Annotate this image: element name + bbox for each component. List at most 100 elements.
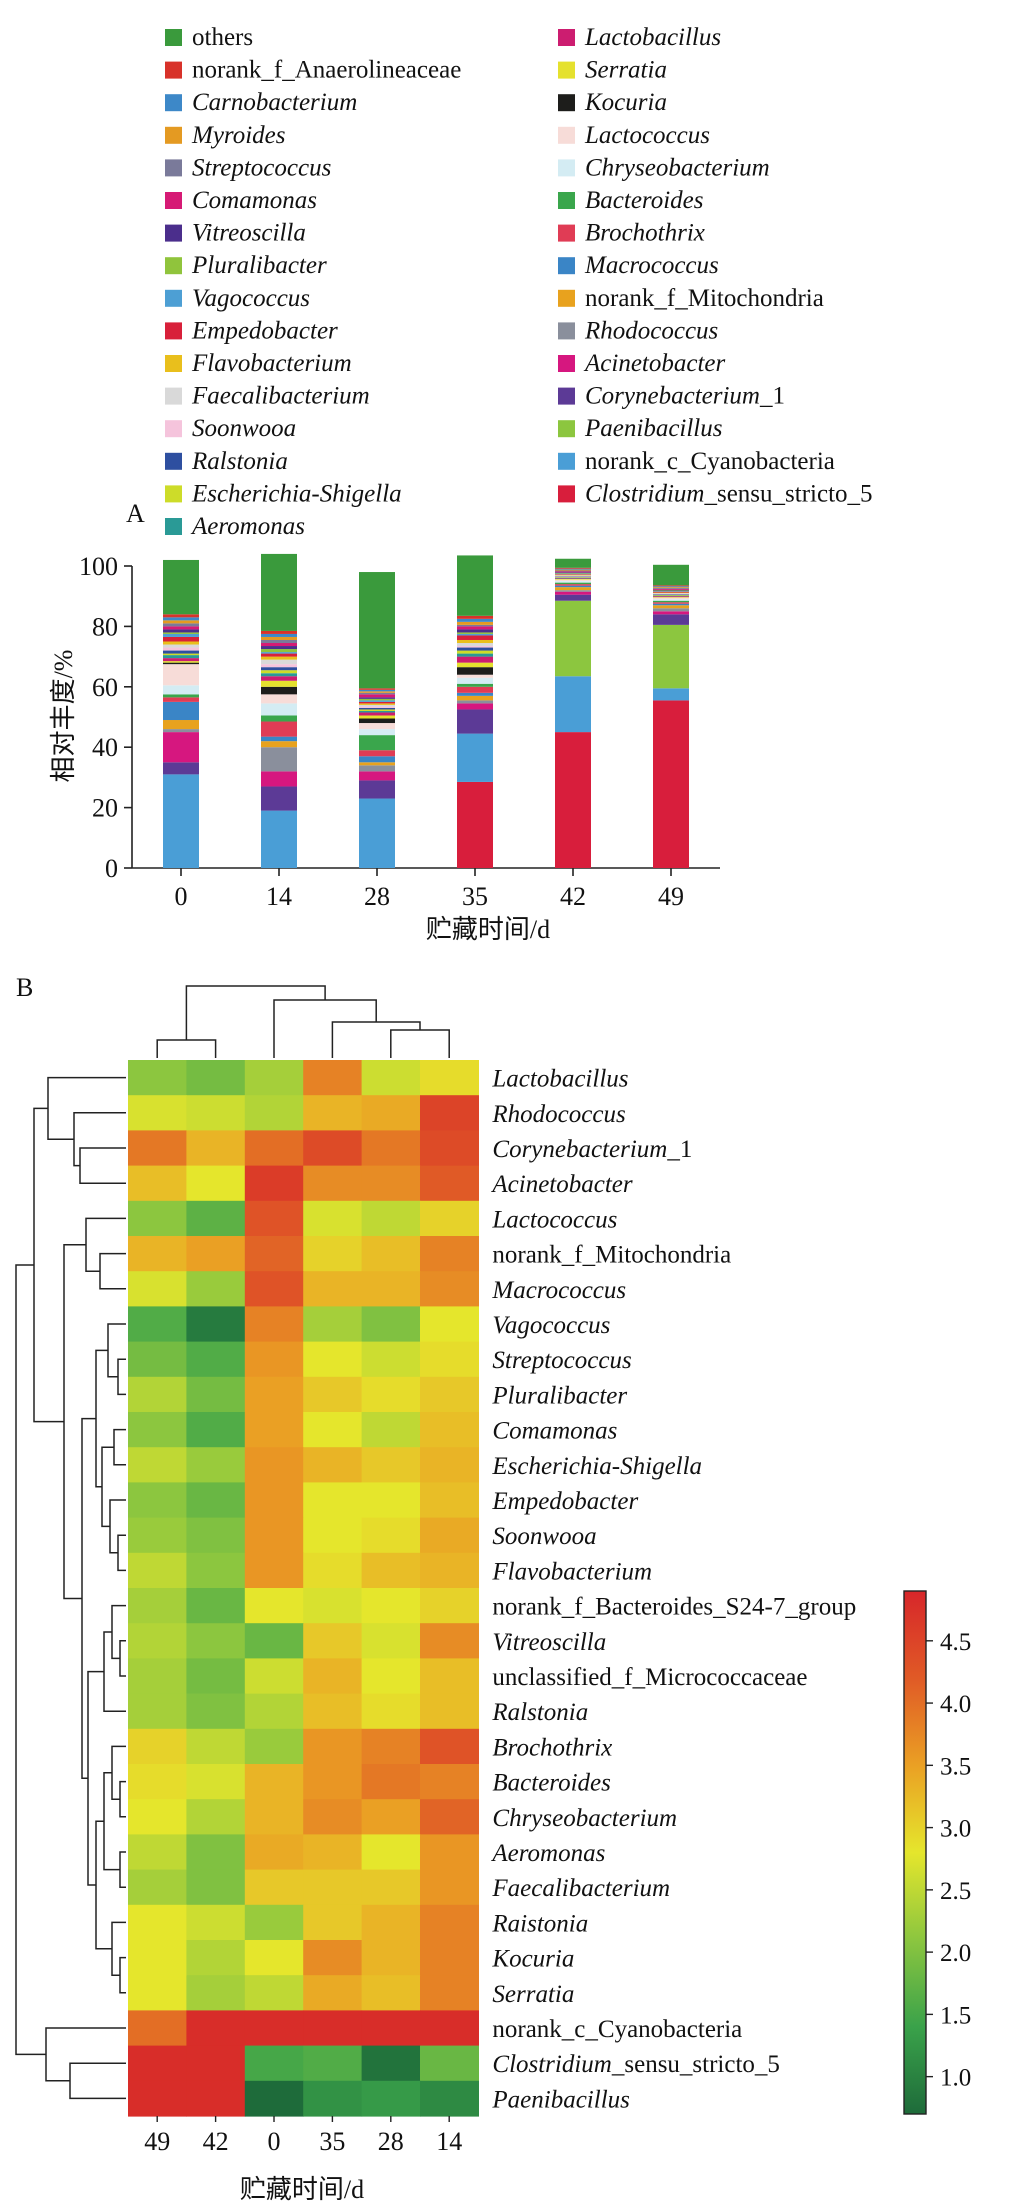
heatmap-cell <box>244 1447 304 1483</box>
bar-segment-others <box>555 558 591 568</box>
colorbar-bar <box>903 1590 927 2115</box>
heatmap-row-corynebacterium-1 <box>128 1130 479 1167</box>
row-dendrogram-link <box>69 2062 126 2100</box>
heatmap-cell <box>244 1200 304 1237</box>
legend-swatch <box>165 94 182 112</box>
heatmap-cell <box>128 1341 187 1378</box>
heatmap-row-bacteroides <box>128 1764 479 1800</box>
heatmap-cell <box>186 1271 246 1307</box>
heatmap-cell <box>361 1658 421 1695</box>
legend-entry-others: others <box>165 24 253 51</box>
bar-segment-rhodococcus <box>359 765 395 772</box>
bar-segment-pluralibacter <box>163 632 199 634</box>
label-italic-part: Escherichia-Shigella <box>491 1453 702 1480</box>
row-dendrogram-link <box>85 1217 126 1272</box>
heatmap-cell <box>420 2045 479 2082</box>
bar-segment-lactococcus <box>653 597 689 600</box>
legend-label: Flavobacterium <box>191 350 352 377</box>
heatmap-cell <box>361 1130 421 1167</box>
bar-segment-brochothrix <box>653 602 689 604</box>
colorbar-tick-label: 4.5 <box>940 1629 971 1656</box>
label-italic-part: Corynebacterium <box>492 1136 667 1163</box>
bar-segment-rhodococcus <box>555 590 591 592</box>
legend-label: Kocuria <box>584 89 667 116</box>
y-tick-label: 60 <box>92 673 118 702</box>
heatmap-row-escherichia-shigella <box>128 1447 479 1483</box>
heatmap-cell <box>303 1552 363 1589</box>
legend-swatch <box>558 355 575 372</box>
label-italic-part: Acinetobacter <box>583 350 725 377</box>
heatmap-cell <box>361 1940 421 1976</box>
heatmap-cell <box>244 1517 304 1554</box>
heatmap-cell <box>244 2045 304 2082</box>
heatmap-cell <box>128 1165 187 1202</box>
legend-entry-clostridium-sensu-stricto-5: Clostridium_sensu_stricto_5 <box>558 480 873 507</box>
bar-segment-ralstonia <box>163 650 199 654</box>
bar-segment-lactococcus <box>261 694 297 704</box>
row-dendrogram-link <box>107 1323 126 1378</box>
bar-segment-norank-c-cyanobacteria <box>457 733 493 782</box>
bar-segment-paenibacillus <box>555 600 591 677</box>
bar-segment-vitreoscilla <box>457 629 493 633</box>
label-italic-part: Chryseobacterium <box>492 1805 677 1832</box>
heatmap: LactobacillusRhodococcusCorynebacterium_… <box>128 1060 856 2156</box>
heatmap-cell <box>128 1940 187 1976</box>
heatmap-cell <box>128 1834 187 1871</box>
bar-segment-escherichia-shigella <box>653 594 689 596</box>
col-label: 35 <box>319 2127 345 2156</box>
bar-segment-flavobacterium <box>653 592 689 594</box>
bar-segment-faecalibacterium <box>261 659 297 665</box>
row-label: Pluralibacter <box>491 1382 627 1409</box>
bar-segment-rhodococcus <box>163 729 199 733</box>
x-tick-label: 42 <box>560 882 586 911</box>
heatmap-cell <box>420 1552 479 1589</box>
legend-swatch <box>558 126 575 144</box>
heatmap-cell <box>244 1236 304 1272</box>
row-label: Empedobacter <box>491 1488 638 1515</box>
heatmap-cell <box>303 2045 363 2082</box>
row-label: Kocuria <box>491 1946 574 1973</box>
heatmap-cell <box>186 1306 246 1343</box>
colorbar-tick-label: 2.0 <box>940 1940 971 1967</box>
bar-segment-escherichia-shigella <box>457 650 493 654</box>
label-rest-part: _sensu_stricto_5 <box>611 2051 780 2078</box>
legend-swatch <box>165 224 182 242</box>
bar-segment-lactococcus <box>359 723 395 730</box>
heatmap-cell <box>128 1728 187 1765</box>
bar-segment-acinetobacter <box>555 591 591 595</box>
legend-entry-norank-c-cyanobacteria: norank_c_Cyanobacteria <box>558 448 835 475</box>
label-italic-part: Escherichia-Shigella <box>191 480 402 507</box>
bar-segment-chryseobacterium <box>457 677 493 684</box>
heatmap-cell <box>303 1799 363 1835</box>
row-dendrogram <box>15 1076 126 2100</box>
bar-segment-carnobacterium <box>555 568 591 570</box>
column-dendrogram-link <box>331 1021 421 1058</box>
legend-entry-soonwooa: Soonwooa <box>165 415 296 442</box>
heatmap-cell <box>244 1165 304 1202</box>
bar-segment-chryseobacterium <box>359 729 395 736</box>
legend-label: Brochothrix <box>585 220 705 247</box>
label-italic-part: Lactococcus <box>584 122 710 149</box>
heatmap-cell <box>420 1341 479 1378</box>
heatmap-cell <box>244 1658 304 1695</box>
heatmap-cell <box>303 1271 363 1307</box>
legend-entry-comamonas: Comamonas <box>165 187 317 214</box>
bar-segment-aeromonas <box>163 655 199 659</box>
bar-segment-norank-f-anaerolineaceae <box>653 585 689 587</box>
heatmap-cell <box>361 1588 421 1624</box>
heatmap-row-aeromonas <box>128 1834 479 1871</box>
legend-swatch <box>165 452 182 470</box>
row-label: Bacteroides <box>492 1770 610 1797</box>
heatmap-cell <box>303 1658 363 1695</box>
row-dendrogram-link <box>111 1921 126 1976</box>
bar-segment-others <box>359 572 395 689</box>
legend-swatch <box>165 518 182 535</box>
x-tick-label: 35 <box>462 882 488 911</box>
legend-label: Serratia <box>585 57 667 84</box>
row-dendrogram-link <box>119 1780 126 1818</box>
label-italic-part: Raistonia <box>491 1910 588 1937</box>
legend-swatch <box>558 192 575 209</box>
heatmap-cell <box>128 1376 187 1413</box>
legend-entry-empedobacter: Empedobacter <box>165 317 338 344</box>
row-dendrogram-link <box>47 1076 126 1140</box>
